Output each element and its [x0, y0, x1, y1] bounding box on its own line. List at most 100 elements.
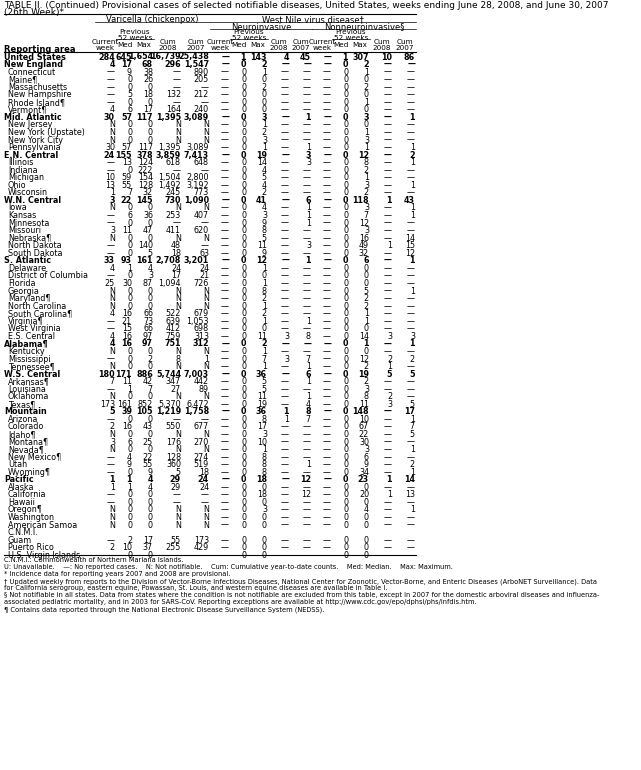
- Text: 8: 8: [364, 392, 369, 401]
- Text: —: —: [221, 407, 229, 417]
- Text: —: —: [407, 302, 415, 310]
- Text: 0: 0: [241, 249, 246, 258]
- Text: Varicella (chickenpox): Varicella (chickenpox): [106, 15, 199, 25]
- Text: 55: 55: [171, 536, 181, 544]
- Text: 38: 38: [143, 68, 153, 76]
- Text: —: —: [407, 272, 415, 280]
- Text: Alabama¶: Alabama¶: [4, 340, 49, 348]
- Text: 0: 0: [240, 196, 246, 205]
- Text: —: —: [221, 475, 229, 484]
- Text: N: N: [109, 120, 115, 129]
- Text: —: —: [281, 189, 289, 197]
- Text: Florida: Florida: [8, 279, 35, 288]
- Text: Reporting area: Reporting area: [4, 45, 76, 53]
- Text: 1: 1: [262, 445, 267, 454]
- Text: —: —: [303, 105, 311, 115]
- Text: —: —: [384, 407, 392, 417]
- Text: 1: 1: [410, 467, 415, 477]
- Text: —: —: [303, 544, 311, 552]
- Text: —: —: [407, 551, 415, 560]
- Text: 3: 3: [110, 196, 115, 205]
- Text: 1: 1: [410, 113, 415, 122]
- Text: Oklahoma: Oklahoma: [8, 392, 49, 401]
- Text: 0: 0: [262, 105, 267, 115]
- Text: —: —: [384, 445, 392, 454]
- Text: —: —: [303, 445, 311, 454]
- Text: 59: 59: [122, 173, 132, 182]
- Text: N: N: [109, 513, 115, 522]
- Text: Minnesota: Minnesota: [8, 219, 49, 228]
- Text: 1: 1: [387, 241, 392, 250]
- Text: 0: 0: [343, 241, 348, 250]
- Text: 886: 886: [137, 370, 153, 379]
- Text: 0: 0: [343, 82, 348, 92]
- Text: 0: 0: [148, 445, 153, 454]
- Text: Med: Med: [117, 42, 132, 48]
- Text: 1: 1: [306, 219, 311, 228]
- Text: —: —: [323, 98, 331, 107]
- Text: —: —: [323, 82, 331, 92]
- Text: 0: 0: [241, 392, 246, 401]
- Text: —: —: [323, 264, 331, 273]
- Text: Cum: Cum: [160, 39, 176, 45]
- Text: —: —: [323, 68, 331, 76]
- Text: 0: 0: [343, 544, 348, 552]
- Text: 1: 1: [410, 211, 415, 220]
- Text: 32: 32: [143, 189, 153, 197]
- Text: 751: 751: [165, 340, 181, 348]
- Text: —: —: [323, 294, 331, 303]
- Text: —: —: [173, 415, 181, 424]
- Text: —: —: [107, 316, 115, 326]
- Text: 0: 0: [127, 392, 132, 401]
- Text: —: —: [407, 105, 415, 115]
- Text: South Dakota: South Dakota: [8, 249, 63, 258]
- Text: 8: 8: [306, 332, 311, 341]
- Text: 3: 3: [110, 226, 115, 235]
- Text: 2: 2: [364, 189, 369, 197]
- Text: 245: 245: [166, 189, 181, 197]
- Text: 0: 0: [262, 498, 267, 507]
- Text: —: —: [173, 68, 181, 76]
- Text: 0: 0: [343, 189, 348, 197]
- Text: —: —: [281, 151, 289, 159]
- Text: —: —: [384, 423, 392, 431]
- Text: —: —: [173, 219, 181, 228]
- Text: 0: 0: [343, 173, 348, 182]
- Text: 0: 0: [127, 120, 132, 129]
- Text: 360: 360: [166, 460, 181, 469]
- Text: —: —: [303, 551, 311, 560]
- Text: 7: 7: [148, 385, 153, 393]
- Text: 0: 0: [262, 513, 267, 522]
- Text: —: —: [323, 453, 331, 462]
- Text: 173: 173: [100, 400, 115, 409]
- Text: 0: 0: [241, 332, 246, 341]
- Text: 7: 7: [262, 354, 267, 363]
- Text: 5: 5: [262, 234, 267, 243]
- Text: 0: 0: [342, 370, 348, 379]
- Text: 32: 32: [359, 249, 369, 258]
- Text: —: —: [221, 423, 229, 431]
- Text: 2008: 2008: [159, 45, 178, 51]
- Text: —: —: [323, 332, 331, 341]
- Text: N: N: [203, 445, 209, 454]
- Text: —: —: [384, 166, 392, 175]
- Text: 2: 2: [364, 166, 369, 175]
- Text: —: —: [201, 415, 209, 424]
- Text: 313: 313: [194, 332, 209, 341]
- Text: 18: 18: [143, 90, 153, 99]
- Text: 0: 0: [127, 354, 132, 363]
- Text: 4: 4: [262, 181, 267, 190]
- Text: —: —: [281, 347, 289, 356]
- Text: —: —: [221, 151, 229, 159]
- Text: 10: 10: [105, 173, 115, 182]
- Text: New England: New England: [4, 60, 63, 69]
- Text: N: N: [203, 505, 209, 514]
- Text: 68: 68: [142, 60, 153, 69]
- Text: 0: 0: [343, 332, 348, 341]
- Text: 0: 0: [343, 437, 348, 447]
- Text: —: —: [384, 521, 392, 530]
- Text: Cum: Cum: [373, 39, 390, 45]
- Text: 347: 347: [166, 377, 181, 386]
- Text: 4: 4: [148, 264, 153, 273]
- Text: —: —: [221, 483, 229, 492]
